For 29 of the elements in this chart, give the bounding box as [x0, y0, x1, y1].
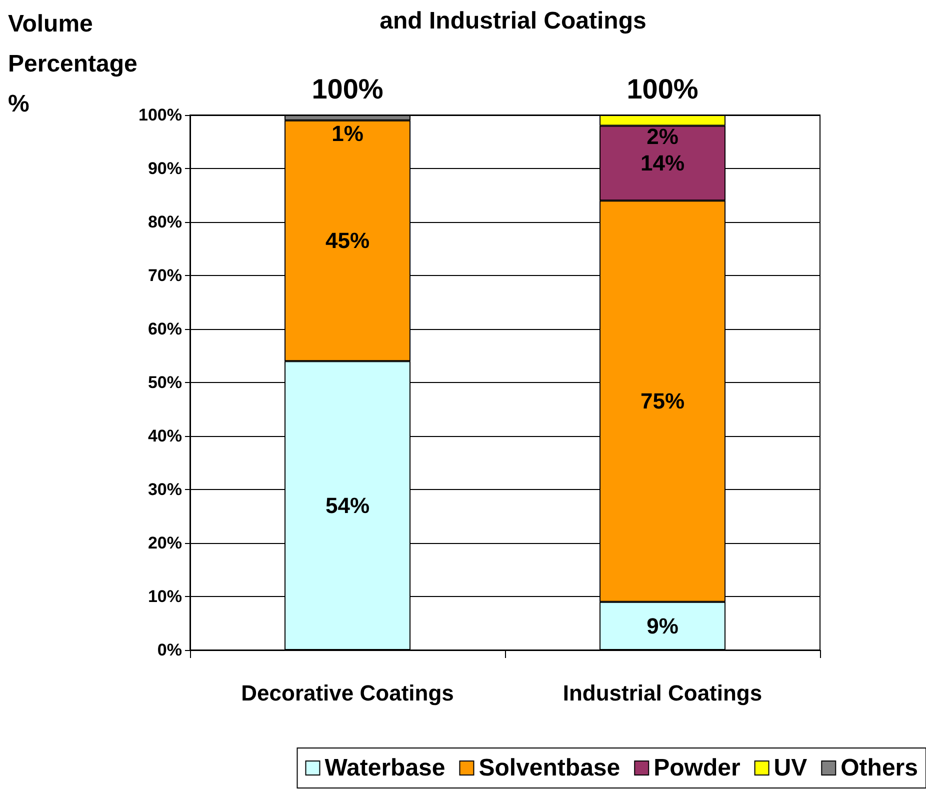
data-label: 14%	[640, 150, 685, 176]
y-tick-label: 20%	[148, 534, 182, 552]
data-label: 75%	[640, 388, 685, 414]
y-tick-label: 10%	[148, 587, 182, 606]
chart-title: and Industrial Coatings	[380, 8, 646, 34]
y-tick-label: 70%	[148, 266, 182, 285]
legend-label: Waterbase	[324, 754, 446, 782]
total-label: 100%	[312, 74, 384, 104]
legend-label: UV	[774, 754, 808, 782]
data-label: 9%	[646, 613, 678, 638]
y-tick-label: 50%	[148, 373, 182, 392]
y-tick-label: 100%	[138, 106, 182, 124]
y-tick-label: 60%	[148, 320, 182, 338]
x-tick-label: Decorative Coatings	[241, 680, 454, 706]
x-tick-label: Industrial Coatings	[562, 680, 762, 706]
y-axis-title: Volume Percentage %	[8, 10, 138, 118]
legend-label: Powder	[654, 754, 740, 782]
data-label: 1%	[332, 121, 364, 146]
data-label: 2%	[646, 124, 678, 149]
y-tick-label: 40%	[148, 426, 182, 446]
y-tick-label: 0%	[157, 640, 182, 660]
data-label: 45%	[325, 228, 370, 254]
legend-label: Solventbase	[478, 754, 620, 782]
y-tick-label: 90%	[148, 159, 182, 178]
total-label: 100%	[626, 74, 698, 104]
y-tick-label: 80%	[148, 212, 182, 232]
legend-label: Others	[840, 754, 918, 782]
y-tick-label: 30%	[148, 480, 182, 499]
data-label: 54%	[325, 493, 370, 518]
